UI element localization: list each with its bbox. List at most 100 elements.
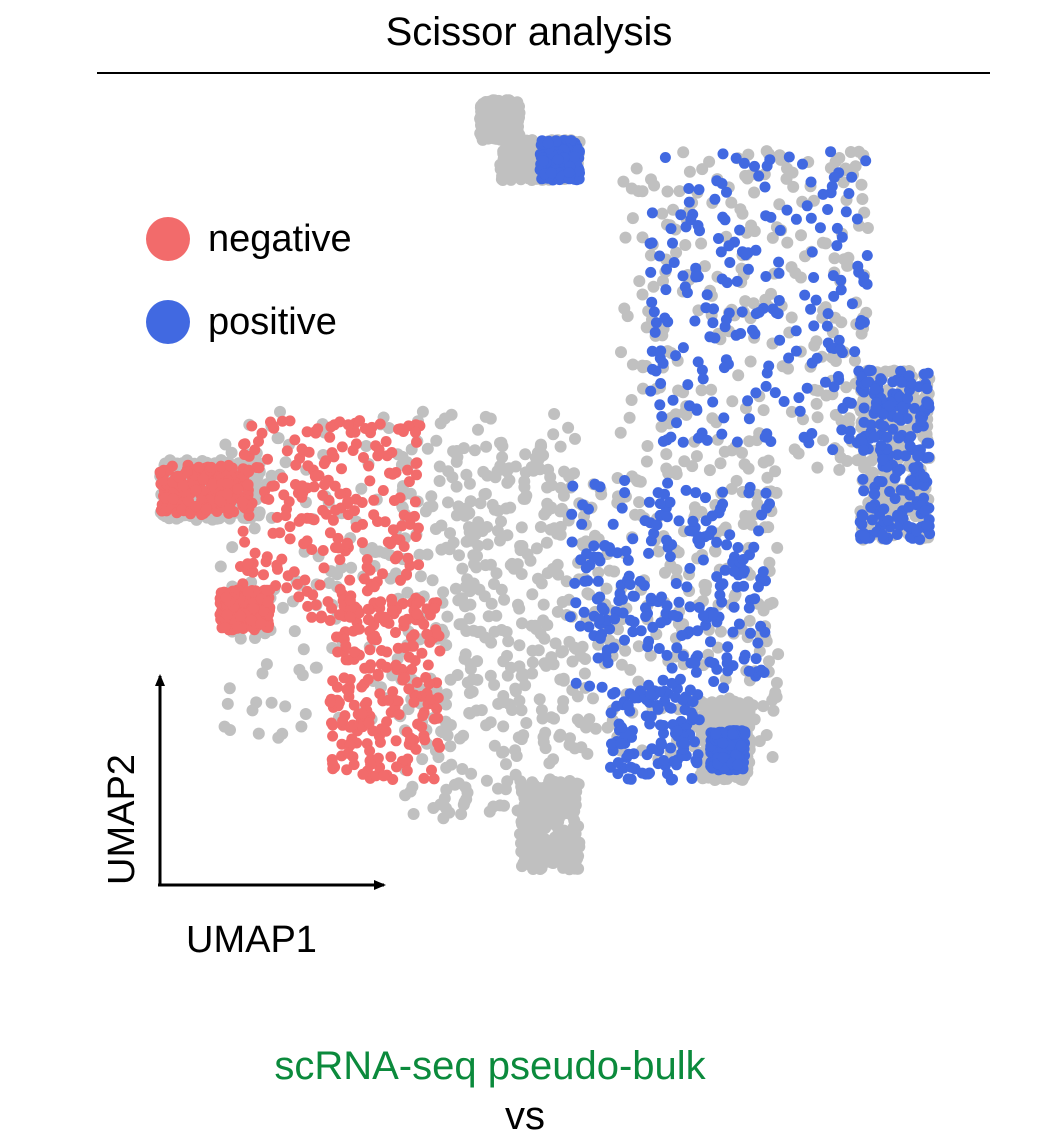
- pos-cell-point: [718, 682, 730, 694]
- neg-cell-point: [333, 697, 345, 709]
- pos-cell-point: [692, 749, 704, 761]
- neg-cell-point: [349, 426, 361, 438]
- bg-cell-point: [623, 411, 636, 424]
- pos-cell-point: [846, 298, 858, 310]
- bg-cell-point: [515, 521, 528, 534]
- bg-cell-point: [295, 720, 308, 733]
- bg-cell-point: [472, 516, 485, 529]
- bg-cell-point: [500, 758, 512, 771]
- pos-cell-point: [643, 496, 655, 508]
- pos-cell-point: [647, 621, 659, 633]
- bg-cell-point: [265, 696, 278, 709]
- neg-cell-point: [392, 550, 404, 562]
- neg-cell-point: [239, 536, 251, 548]
- neg-cell-point: [284, 533, 296, 545]
- bg-cell-point: [437, 586, 450, 599]
- neg-cell-point: [277, 472, 289, 484]
- bg-cell-point: [260, 658, 273, 671]
- bg-cell-point: [785, 405, 798, 418]
- pos-cell-point: [645, 688, 657, 700]
- neg-cell-point: [288, 566, 300, 578]
- pos-cell-point: [685, 214, 697, 226]
- bg-cell-point: [581, 587, 594, 600]
- neg-cell-point: [253, 436, 264, 447]
- bg-cell-point: [441, 610, 454, 623]
- bg-cell-point: [345, 561, 358, 574]
- bg-cell-point: [502, 635, 515, 648]
- bg-cell-point: [276, 727, 289, 740]
- pos-cell-point: [565, 135, 577, 147]
- bg-cell-point: [583, 713, 596, 726]
- bg-cell-point: [484, 412, 497, 425]
- pos-cell-point: [905, 431, 917, 442]
- pos-cell-point: [658, 727, 669, 739]
- pos-cell-point: [896, 376, 908, 388]
- bg-cell-point: [502, 123, 515, 136]
- bg-cell-point: [527, 814, 540, 827]
- pos-cell-point: [878, 503, 890, 515]
- neg-cell-point: [200, 503, 212, 515]
- pos-cell-point: [736, 306, 748, 318]
- pos-cell-point: [634, 575, 646, 587]
- neg-cell-point: [344, 721, 356, 733]
- bg-cell-point: [811, 411, 824, 424]
- bg-cell-point: [509, 682, 522, 695]
- bg-cell-point: [861, 222, 874, 234]
- bg-cell-point: [578, 667, 591, 680]
- pos-cell-point: [594, 632, 606, 644]
- bg-cell-point: [252, 727, 265, 740]
- pos-cell-point: [750, 387, 762, 399]
- bg-cell-point: [695, 384, 708, 397]
- bg-cell-point: [848, 354, 861, 367]
- pos-cell-point: [895, 365, 907, 377]
- neg-cell-point: [418, 618, 430, 630]
- bg-cell-point: [743, 435, 756, 448]
- pos-cell-point: [912, 450, 924, 462]
- pos-cell-point: [627, 590, 639, 602]
- bg-cell-point: [488, 625, 501, 638]
- bg-cell-point: [441, 729, 454, 742]
- pos-cell-point: [881, 431, 893, 443]
- pos-cell-point: [858, 530, 870, 542]
- bg-cell-point: [224, 724, 236, 736]
- neg-cell-point: [386, 447, 398, 458]
- bg-cell-point: [442, 496, 454, 509]
- neg-cell-point: [332, 646, 344, 658]
- pos-cell-point: [717, 148, 729, 160]
- neg-cell-point: [324, 696, 336, 708]
- pos-cell-point: [649, 326, 661, 338]
- neg-cell-point: [381, 661, 393, 673]
- bg-cell-point: [757, 700, 770, 713]
- pos-cell-point: [738, 653, 750, 665]
- pos-cell-point: [666, 677, 678, 689]
- bg-cell-point: [547, 428, 560, 441]
- pos-cell-point: [923, 437, 935, 449]
- bg-cell-point: [360, 440, 373, 452]
- pos-cell-point: [577, 499, 589, 511]
- bg-cell-point: [468, 444, 481, 457]
- bg-cell-point: [547, 562, 559, 575]
- neg-cell-point: [401, 765, 413, 777]
- bg-cell-point: [581, 747, 594, 760]
- bg-cell-point: [452, 500, 465, 513]
- pos-cell-point: [620, 545, 632, 557]
- pos-cell-point: [716, 596, 728, 608]
- pos-cell-point: [749, 160, 760, 172]
- bg-cell-point: [569, 432, 581, 445]
- pos-cell-point: [659, 312, 671, 324]
- neg-cell-point: [327, 757, 339, 769]
- bg-cell-point: [299, 708, 312, 720]
- bg-cell-point: [518, 475, 531, 488]
- neg-cell-point: [366, 421, 378, 433]
- neg-cell-point: [318, 458, 330, 470]
- pos-cell-point: [648, 306, 660, 318]
- bg-cell-point: [461, 573, 474, 586]
- pos-cell-point: [743, 413, 755, 425]
- pos-cell-point: [846, 171, 858, 183]
- pos-cell-point: [894, 463, 906, 475]
- pos-cell-point: [801, 200, 813, 212]
- pos-cell-point: [873, 475, 885, 487]
- bg-cell-point: [279, 456, 292, 469]
- pos-cell-point: [611, 547, 623, 559]
- bg-cell-point: [475, 704, 488, 717]
